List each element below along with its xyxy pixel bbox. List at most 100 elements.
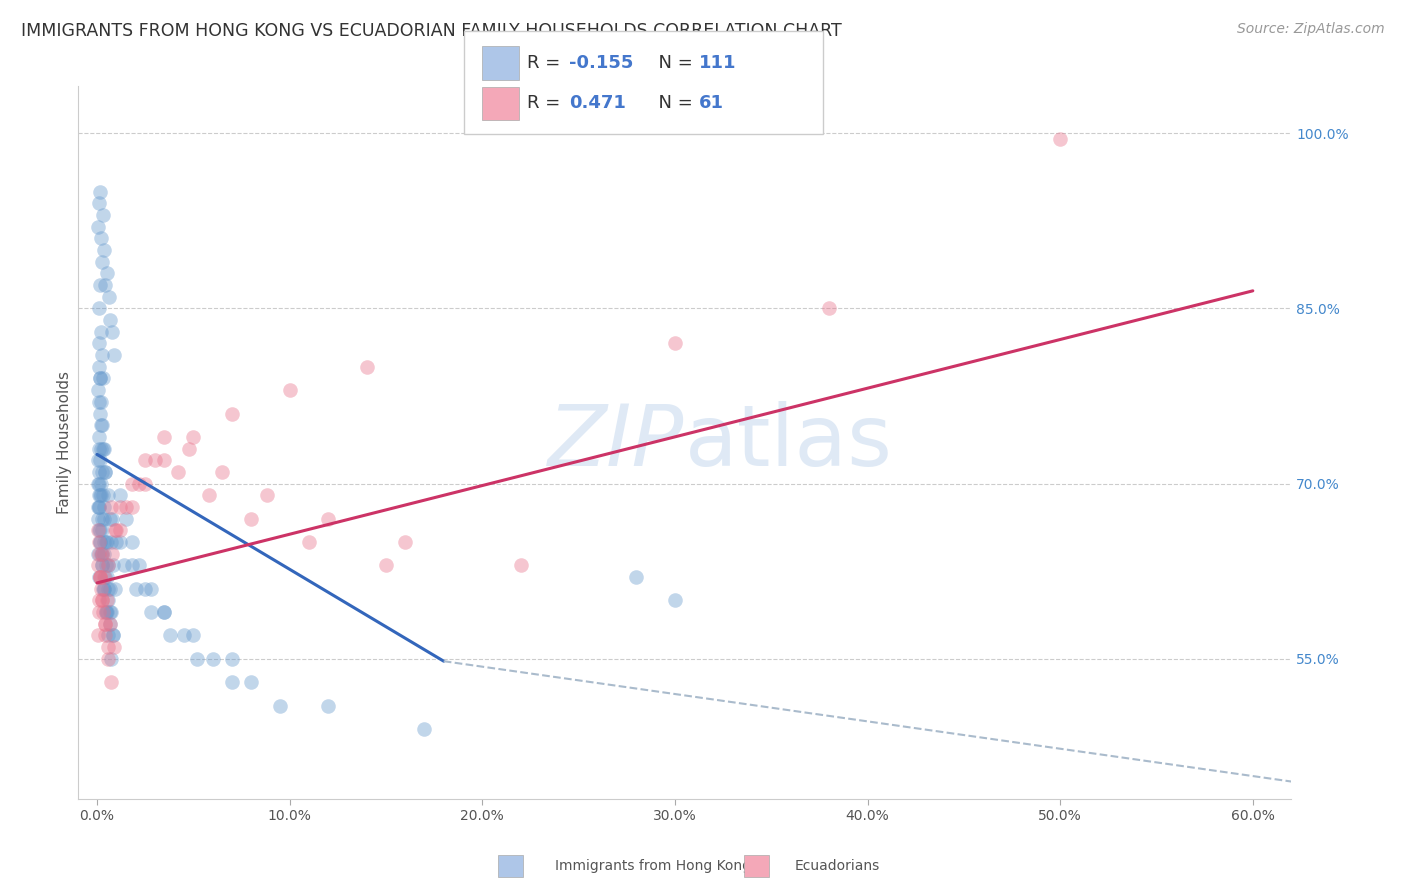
Point [90, 465, 112, 479]
Point [153, 453, 176, 467]
Point [181, 628, 204, 642]
Point [89, 336, 111, 351]
Point [101, 547, 124, 561]
Point [91, 605, 114, 619]
Point [89, 570, 111, 584]
Point [100, 652, 122, 666]
Point [139, 605, 162, 619]
Point [105, 535, 128, 549]
Point [153, 430, 176, 444]
Text: N =: N = [647, 54, 699, 72]
Point [186, 652, 208, 666]
Point [100, 605, 122, 619]
Text: atlas: atlas [685, 401, 893, 484]
Point [115, 500, 138, 514]
Point [89, 371, 111, 385]
Point [91, 208, 114, 222]
Text: N =: N = [647, 95, 699, 112]
Point [91, 442, 114, 456]
Point [89, 442, 111, 456]
Point [818, 301, 841, 316]
Point [104, 524, 127, 538]
Point [269, 698, 291, 713]
Point [121, 476, 143, 491]
Point [87, 558, 110, 573]
Point [664, 593, 686, 607]
Point [240, 511, 263, 525]
Point [87, 359, 110, 374]
Point [91, 547, 114, 561]
Point [100, 616, 122, 631]
Point [87, 547, 110, 561]
Point [90, 254, 112, 268]
Point [90, 476, 112, 491]
Point [97, 558, 120, 573]
Point [87, 488, 110, 502]
Point [87, 593, 110, 607]
Point [179, 442, 201, 456]
Point [87, 524, 110, 538]
Point [100, 605, 122, 619]
Point [91, 593, 114, 607]
Point [87, 383, 110, 397]
Point [90, 418, 112, 433]
Point [87, 547, 110, 561]
Point [94, 535, 117, 549]
Point [87, 628, 110, 642]
Point [91, 371, 114, 385]
Point [90, 231, 112, 245]
Point [90, 547, 112, 561]
Point [394, 535, 416, 549]
Point [94, 465, 117, 479]
Point [90, 524, 112, 538]
Point [87, 476, 110, 491]
Point [91, 488, 114, 502]
Text: -0.155: -0.155 [569, 54, 634, 72]
Point [104, 582, 127, 596]
Point [100, 313, 122, 327]
Point [96, 605, 118, 619]
Text: 0.471: 0.471 [569, 95, 626, 112]
Point [90, 488, 112, 502]
Point [89, 488, 111, 502]
Point [97, 593, 120, 607]
Point [103, 640, 125, 655]
Point [100, 535, 122, 549]
Point [134, 476, 156, 491]
Point [87, 524, 110, 538]
Point [93, 465, 115, 479]
Point [89, 277, 111, 292]
Point [87, 394, 110, 409]
Point [97, 558, 120, 573]
Point [89, 371, 111, 385]
Point [98, 511, 121, 525]
Point [108, 488, 131, 502]
Point [509, 558, 531, 573]
Point [89, 605, 111, 619]
Point [181, 430, 204, 444]
Point [121, 500, 143, 514]
Point [101, 511, 124, 525]
Point [112, 558, 135, 573]
Point [87, 476, 110, 491]
Point [93, 616, 115, 631]
Point [108, 524, 131, 538]
Point [87, 500, 110, 514]
Point [97, 640, 120, 655]
Point [89, 535, 111, 549]
Point [103, 628, 125, 642]
Point [278, 383, 301, 397]
Point [89, 407, 111, 421]
Text: 61: 61 [699, 95, 724, 112]
Point [90, 582, 112, 596]
Point [96, 570, 118, 584]
Point [90, 348, 112, 362]
Point [93, 582, 115, 596]
Point [375, 558, 398, 573]
Point [91, 418, 114, 433]
Point [356, 359, 378, 374]
Point [90, 325, 112, 339]
Point [93, 570, 115, 584]
Point [626, 570, 648, 584]
Point [134, 582, 156, 596]
